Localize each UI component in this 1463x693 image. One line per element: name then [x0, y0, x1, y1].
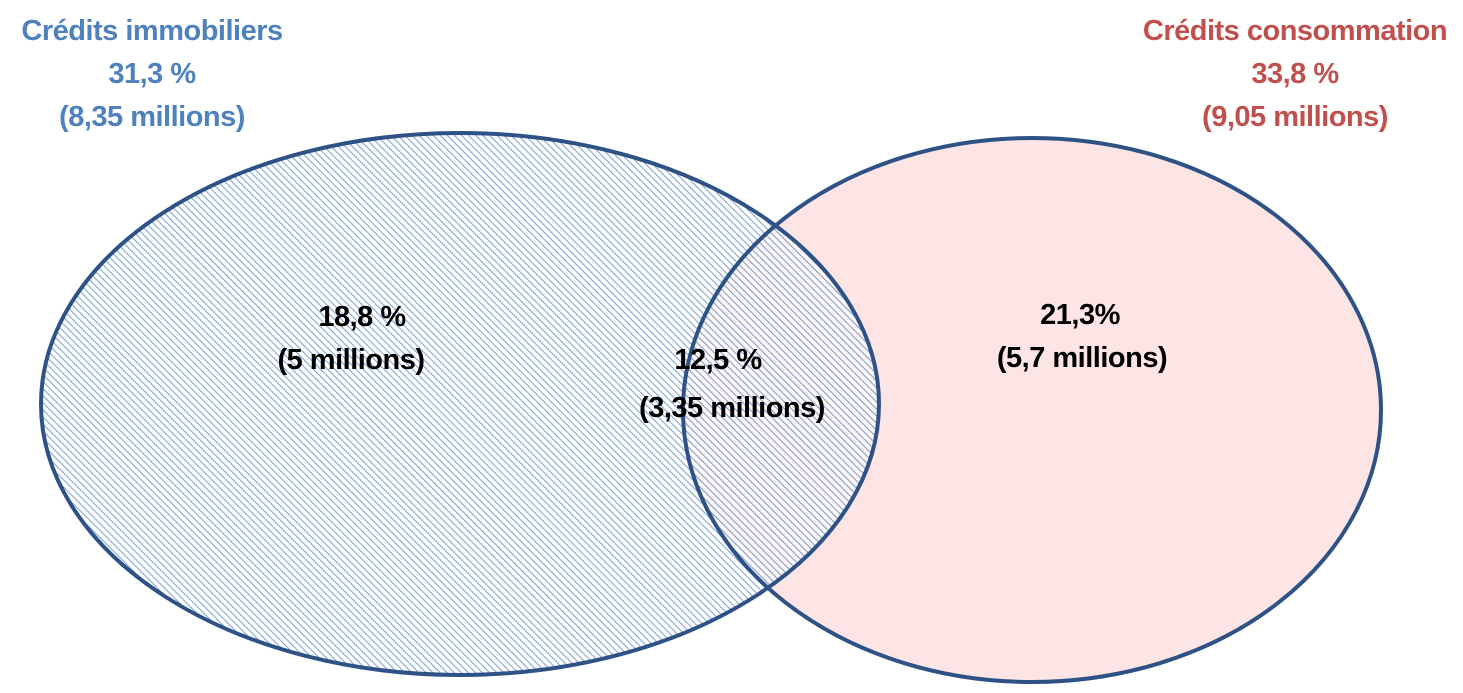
- consommation-set-count: (9,05 millions): [1202, 101, 1388, 133]
- consommation-only-percent: 21,3%: [1040, 299, 1120, 331]
- consommation-only-count: (5,7 millions): [997, 342, 1167, 374]
- immobiliers-set-title: Crédits immobiliers: [21, 15, 282, 47]
- immobiliers-set-percent: 31,3 %: [108, 58, 196, 90]
- intersection-percent: 12,5 %: [674, 344, 762, 376]
- consommation-set-percent: 33,8 %: [1251, 58, 1339, 90]
- consommation-set-title: Crédits consommation: [1143, 15, 1447, 47]
- immobiliers-only-count: (5 millions): [277, 344, 424, 376]
- immobiliers-set-count: (8,35 millions): [59, 101, 245, 133]
- consommation-set-circle: [683, 138, 1381, 682]
- immobiliers-set-outline: [39, 131, 881, 677]
- intersection-count: (3,35 millions): [639, 392, 825, 424]
- consommation-set-outline: [681, 136, 1383, 684]
- immobiliers-only-percent: 18,8 %: [318, 301, 406, 333]
- immobiliers-set-circle: [41, 133, 879, 675]
